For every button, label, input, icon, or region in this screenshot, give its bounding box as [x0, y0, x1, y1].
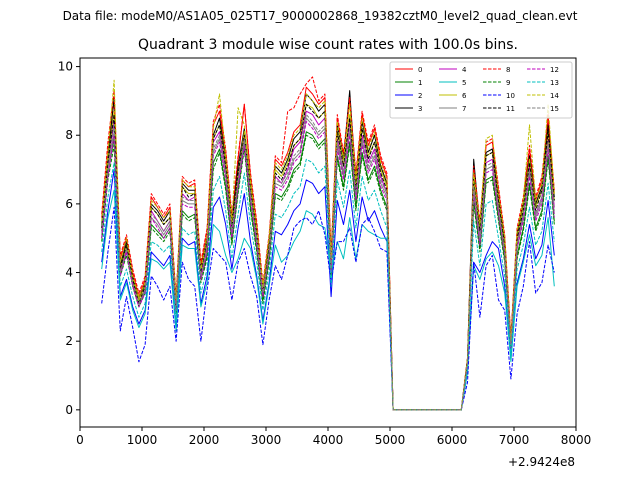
series-line-15: [101, 114, 555, 411]
y-tick-label: 2: [65, 334, 73, 348]
legend-label-8: 8: [506, 66, 510, 74]
plot-area: [101, 76, 555, 411]
legend-label-10: 10: [506, 92, 515, 100]
series-line-13: [101, 158, 555, 411]
y-axis: 0 2 4 6 8 10: [58, 60, 80, 417]
x-offset-label: +2.9424e8: [508, 455, 575, 469]
x-tick-label: 2000: [189, 433, 220, 447]
legend-label-3: 3: [418, 105, 422, 113]
y-tick-label: 10: [58, 60, 73, 74]
legend-label-2: 2: [418, 92, 422, 100]
suptitle: Data file: modeM0/AS1A05_025T17_90000028…: [63, 9, 578, 23]
x-tick-label: 1000: [127, 433, 158, 447]
series-line-10: [101, 206, 555, 411]
chart-title: Quadrant 3 module wise count rates with …: [138, 37, 518, 53]
legend-label-12: 12: [550, 66, 559, 74]
y-tick-label: 0: [65, 403, 73, 417]
legend-box: [389, 61, 573, 119]
x-tick-label: 5000: [375, 433, 406, 447]
y-tick-label: 4: [65, 266, 73, 280]
x-tick-label: 8000: [561, 433, 592, 447]
legend-label-15: 15: [550, 105, 559, 113]
legend-label-7: 7: [462, 105, 466, 113]
x-tick-label: 0: [76, 433, 84, 447]
legend-label-13: 13: [550, 79, 559, 87]
x-tick-label: 7000: [499, 433, 530, 447]
legend-label-4: 4: [462, 66, 467, 74]
legend-label-14: 14: [550, 92, 559, 100]
y-tick-label: 8: [65, 128, 73, 142]
legend-label-1: 1: [418, 79, 422, 87]
series-line-5: [101, 189, 555, 411]
legend-label-0: 0: [418, 66, 422, 74]
x-tick-label: 4000: [313, 433, 344, 447]
legend-label-9: 9: [506, 79, 510, 87]
y-tick-label: 6: [65, 197, 73, 211]
x-tick-label: 3000: [251, 433, 282, 447]
legend-label-6: 6: [462, 92, 467, 100]
x-tick-label: 6000: [437, 433, 468, 447]
legend-label-5: 5: [462, 79, 466, 87]
legend-label-11: 11: [506, 105, 515, 113]
x-axis: 0 1000 2000 3000 4000 5000 6000 7000 8000: [76, 427, 591, 447]
